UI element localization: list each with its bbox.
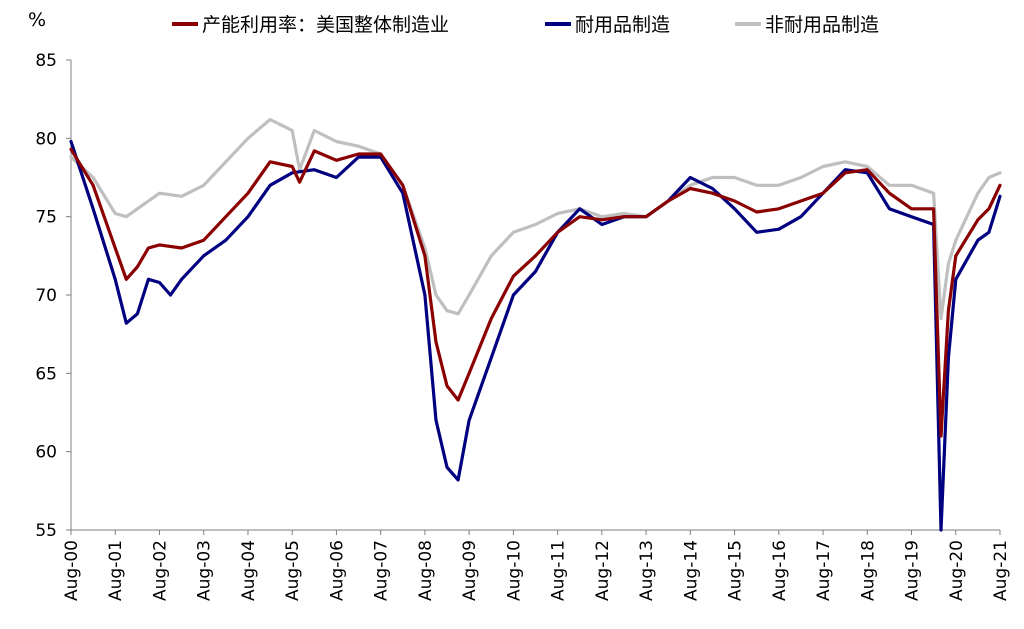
- x-tick-label: Aug-13: [637, 540, 657, 601]
- x-tick-label: Aug-05: [283, 540, 303, 601]
- x-tick-label: Aug-02: [150, 540, 170, 601]
- y-tick-label: 55: [35, 521, 57, 541]
- y-tick-label: 80: [35, 129, 57, 149]
- series-line-0: [69, 147, 1002, 438]
- x-tick-label: Aug-17: [814, 540, 834, 601]
- x-tick-label: Aug-16: [770, 540, 790, 601]
- legend-label-0: 产能利用率：美国整体制造业: [202, 14, 449, 36]
- x-tick-label: Aug-20: [947, 540, 967, 601]
- y-tick-label: 65: [35, 364, 57, 384]
- series-layer: [69, 117, 1002, 532]
- x-tick-label: Aug-14: [681, 540, 701, 601]
- y-tick-label: 75: [35, 208, 57, 228]
- legend-label-2: 非耐用品制造: [765, 14, 879, 36]
- x-tick-label: Aug-03: [195, 540, 215, 601]
- x-tick-label: Aug-07: [372, 540, 392, 601]
- legend: 产能利用率：美国整体制造业 耐用品制造 非耐用品制造: [172, 14, 879, 36]
- x-tick-label: Aug-08: [416, 540, 436, 601]
- y-axis-unit-label: %: [28, 9, 46, 31]
- x-tick-label: Aug-19: [903, 540, 923, 601]
- x-tick-label: Aug-10: [504, 540, 524, 601]
- x-tick-label: Aug-09: [460, 540, 480, 601]
- x-tick-label: Aug-12: [593, 540, 613, 601]
- x-tick-label: Aug-11: [549, 540, 569, 601]
- y-tick-label: 85: [35, 51, 57, 71]
- x-tick-label: Aug-04: [239, 540, 259, 601]
- series-line-2: [69, 117, 1002, 321]
- series-line-1: [69, 139, 1002, 532]
- x-tick-label: Aug-01: [106, 540, 126, 601]
- x-tick-label: Aug-06: [327, 540, 347, 601]
- y-tick-label: 60: [35, 443, 57, 463]
- y-tick-label: 70: [35, 286, 57, 306]
- legend-label-1: 耐用品制造: [575, 14, 670, 36]
- x-tick-label: Aug-00: [62, 540, 82, 601]
- x-tick-label: Aug-18: [858, 540, 878, 601]
- axes: 55 60 65 70 75 80 85 Aug-00 Aug-01 Aug-02 Aug-03 Au…: [35, 51, 1011, 601]
- x-tick-label: Aug-21: [991, 540, 1011, 601]
- x-tick-label: Aug-15: [726, 540, 746, 601]
